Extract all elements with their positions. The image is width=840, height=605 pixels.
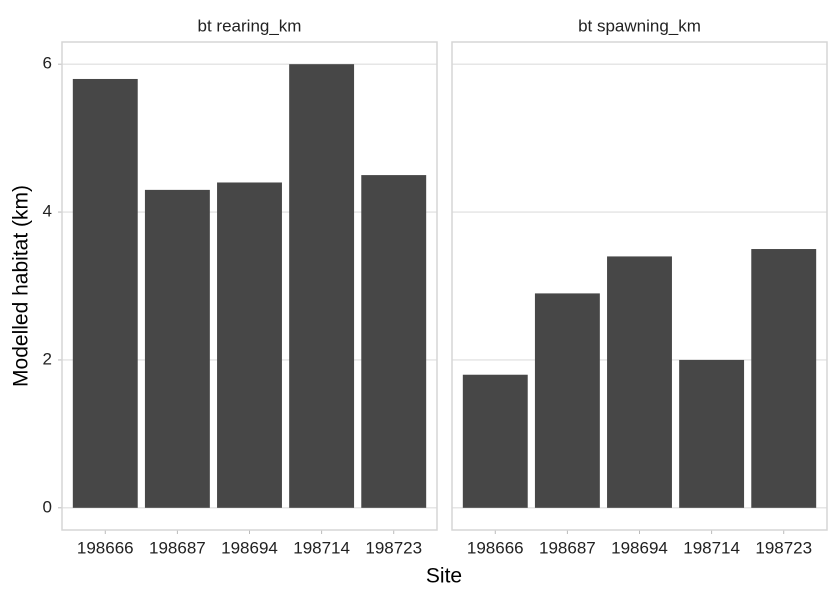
y-tick-label: 4	[43, 202, 52, 221]
bar	[607, 256, 672, 508]
bar	[144, 189, 210, 508]
panel-border	[61, 41, 438, 531]
bar	[289, 64, 355, 508]
x-tick-label: 198687	[149, 538, 206, 557]
y-tick-label: 6	[43, 54, 52, 73]
bar	[361, 175, 427, 508]
x-tick-label: 198694	[221, 538, 278, 557]
bar	[462, 374, 528, 508]
x-tick-label: 198666	[467, 538, 524, 557]
y-tick-label: 2	[43, 349, 52, 368]
x-tick-label: 198687	[539, 538, 596, 557]
facet-title: bt rearing_km	[198, 16, 302, 35]
bar	[751, 249, 817, 508]
y-axis-title: Modelled habitat (km)	[10, 185, 33, 387]
panel-border	[451, 41, 828, 531]
x-tick-label: 198714	[683, 538, 740, 557]
bar	[72, 78, 138, 508]
bar	[217, 182, 282, 508]
x-tick-label: 198694	[611, 538, 668, 557]
x-tick-label: 198714	[293, 538, 350, 557]
x-axis-title: Site	[426, 565, 462, 588]
facet-title: bt spawning_km	[578, 16, 701, 35]
x-tick-label: 198723	[755, 538, 812, 557]
y-tick-label: 0	[43, 497, 52, 516]
x-tick-label: 198723	[365, 538, 422, 557]
bar	[534, 293, 600, 508]
bar	[679, 359, 745, 508]
x-tick-label: 198666	[77, 538, 134, 557]
